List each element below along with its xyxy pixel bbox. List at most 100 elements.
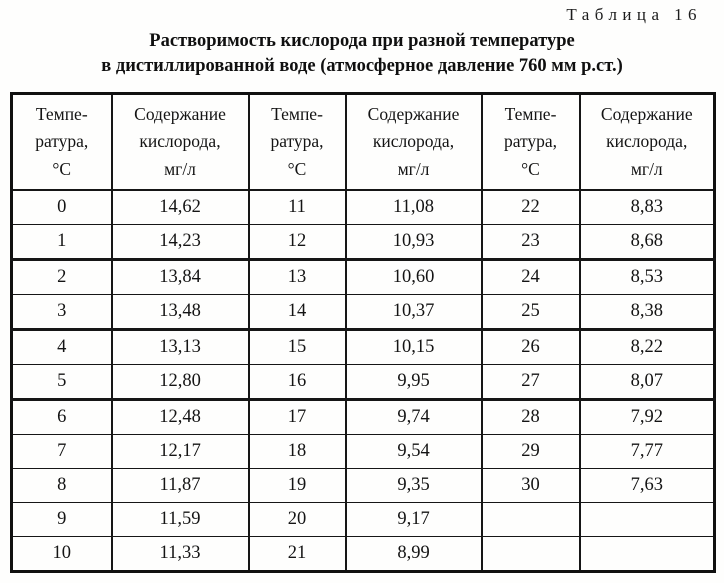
document-title-line-2: в дистиллированной воде (атмосферное дав… (101, 55, 623, 76)
header-line: ратура, (503, 131, 558, 152)
header-line: мг/л (164, 158, 196, 179)
document-title-line-1: Растворимость кислорода при разной темпе… (149, 31, 575, 51)
table-body: 0 14,62 11 11,08 22 8,83 1 14,23 12 10,93 23 8,68 2 1… (10, 189, 716, 572)
oxygen-content-cell: 8,68 (578, 224, 716, 261)
header-line: кислорода, (139, 131, 221, 152)
oxygen-content-cell: 12,17 (110, 434, 250, 469)
oxygen-content-cell: 11,33 (110, 536, 250, 572)
temperature-cell: 29 (480, 434, 581, 469)
header-line: Содержание (600, 104, 693, 125)
header-line: мг/л (397, 158, 430, 179)
oxygen-content-header: Содержание кислорода, мг/л (578, 93, 716, 191)
temperature-cell: 5 (10, 364, 113, 401)
temperature-cell: 4 (10, 329, 113, 365)
temperature-cell: 13 (247, 259, 347, 295)
oxygen-content-cell: 10,93 (344, 224, 483, 261)
temperature-cell: 27 (480, 364, 581, 401)
table-number-label: Таблица 16 (566, 5, 702, 24)
temperature-cell: 30 (480, 468, 581, 503)
oxygen-solubility-table: Темпе-ратура, °С Содержание кислорода, мг/л Т… (10, 92, 716, 573)
table-row: 1 14,23 12 10,93 23 8,68 (10, 224, 716, 261)
oxygen-content-cell: 13,48 (110, 294, 250, 331)
table-row: 3 13,48 14 10,37 25 8,38 (10, 294, 716, 331)
temperature-cell: 11 (247, 189, 347, 225)
document-title: Растворимость кислорода при разной темпе… (0, 29, 724, 79)
header-line: Содержание (134, 104, 226, 125)
oxygen-content-cell: 11,87 (110, 468, 250, 503)
table-row: 8 11,87 19 9,35 30 7,63 (10, 468, 716, 503)
temperature-cell: 6 (10, 399, 113, 435)
table-header-row: Темпе-ратура, °С Содержание кислорода, мг/л Т… (10, 93, 716, 191)
header-line: Темпе- (35, 104, 88, 125)
oxygen-content-cell: 9,54 (344, 434, 483, 469)
temperature-cell: 18 (247, 434, 347, 469)
temperature-cell: 3 (10, 294, 113, 331)
header-line: Темпе- (271, 104, 323, 125)
temperature-cell: 9 (10, 502, 113, 537)
oxygen-content-cell: 7,77 (578, 434, 716, 469)
temperature-header: Темпе-ратура, °С (10, 93, 113, 191)
temperature-cell: 21 (247, 536, 347, 572)
oxygen-content-header: Содержание кислорода, мг/л (344, 93, 483, 191)
header-line: ратура, (35, 131, 89, 152)
table-row: 2 13,84 13 10,60 24 8,53 (10, 259, 716, 295)
oxygen-content-cell: 7,92 (578, 399, 716, 435)
temperature-cell: 10 (10, 536, 113, 572)
oxygen-content-cell (578, 536, 716, 572)
oxygen-content-cell: 9,35 (344, 468, 483, 503)
oxygen-content-cell: 8,99 (344, 536, 483, 572)
temperature-cell: 12 (247, 224, 347, 261)
table-row: 4 13,13 15 10,15 26 8,22 (10, 329, 716, 365)
oxygen-content-cell: 9,74 (344, 399, 483, 435)
table-row: 0 14,62 11 11,08 22 8,83 (10, 189, 716, 225)
table-row: 9 11,59 20 9,17 (10, 502, 716, 537)
header-line: °С (287, 158, 307, 179)
temperature-header: Темпе-ратура, °С (480, 93, 581, 191)
oxygen-content-cell: 14,62 (110, 189, 250, 225)
table-row: 5 12,80 16 9,95 27 8,07 (10, 364, 716, 401)
oxygen-content-cell: 8,83 (578, 189, 716, 225)
temperature-cell: 24 (480, 259, 581, 295)
oxygen-content-cell: 10,60 (344, 259, 483, 295)
temperature-header: Темпе-ратура, °С (247, 93, 347, 191)
oxygen-content-cell: 13,84 (110, 259, 250, 295)
temperature-cell: 16 (247, 364, 347, 401)
oxygen-content-cell: 8,53 (578, 259, 716, 295)
table-row: 6 12,48 17 9,74 28 7,92 (10, 399, 716, 435)
oxygen-content-cell: 12,48 (110, 399, 250, 435)
temperature-cell: 0 (10, 189, 113, 225)
temperature-cell: 14 (247, 294, 347, 331)
temperature-cell: 22 (480, 189, 581, 225)
temperature-cell: 28 (480, 399, 581, 435)
temperature-cell (480, 536, 581, 572)
oxygen-content-cell (578, 502, 716, 537)
oxygen-content-cell: 10,37 (344, 294, 483, 331)
temperature-cell: 15 (247, 329, 347, 365)
table-row: 10 11,33 21 8,99 (10, 536, 716, 572)
temperature-cell (480, 502, 581, 537)
temperature-cell: 17 (247, 399, 347, 435)
temperature-cell: 26 (480, 329, 581, 365)
temperature-cell: 7 (10, 434, 113, 469)
header-line: мг/л (630, 158, 663, 179)
oxygen-content-cell: 11,08 (344, 189, 483, 225)
header-line: °С (52, 158, 72, 179)
oxygen-content-cell: 10,15 (344, 329, 483, 365)
oxygen-content-cell: 11,59 (110, 502, 250, 537)
header-line: Темпе- (504, 104, 557, 125)
header-line: кислорода, (606, 131, 688, 152)
oxygen-content-cell: 9,95 (344, 364, 483, 401)
temperature-cell: 2 (10, 259, 113, 295)
oxygen-content-header: Содержание кислорода, мг/л (110, 93, 250, 191)
oxygen-content-cell: 9,17 (344, 502, 483, 537)
header-line: Содержание (367, 104, 460, 125)
oxygen-content-cell: 12,80 (110, 364, 250, 401)
temperature-cell: 20 (247, 502, 347, 537)
temperature-cell: 1 (10, 224, 113, 261)
temperature-cell: 19 (247, 468, 347, 503)
table-head: Темпе-ратура, °С Содержание кислорода, мг/л Т… (10, 93, 716, 191)
table-row: 7 12,17 18 9,54 29 7,77 (10, 434, 716, 469)
header-line: кислорода, (372, 131, 455, 152)
oxygen-content-cell: 7,63 (578, 468, 716, 503)
